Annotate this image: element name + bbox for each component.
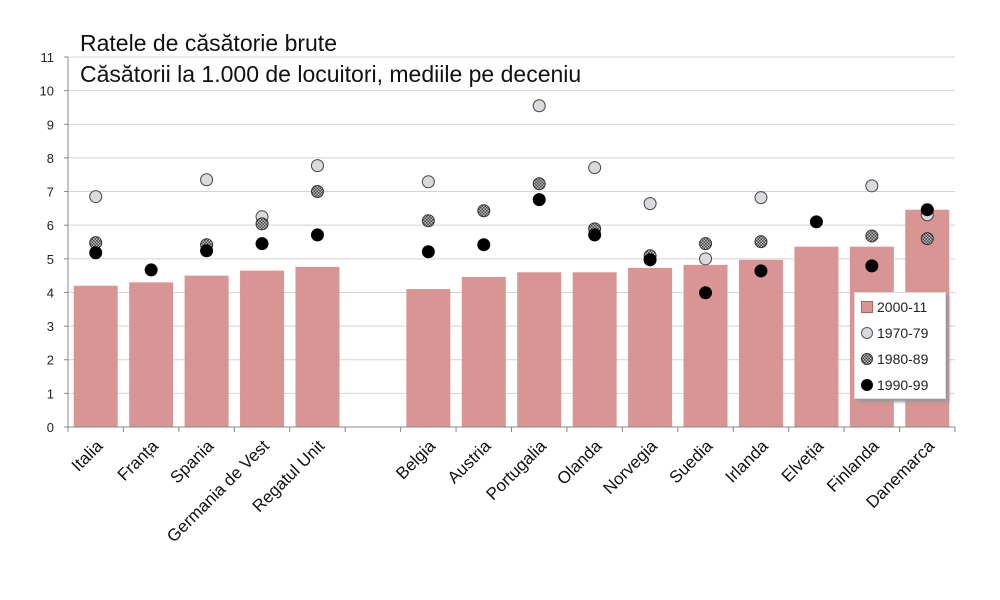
y-tick-label: 0 — [47, 420, 54, 435]
legend-label: 1970-79 — [877, 324, 929, 341]
point-1970-79 — [89, 190, 103, 204]
bar-swatch-icon — [861, 300, 873, 313]
point-1980-89 — [255, 217, 269, 231]
point-1970-79 — [588, 161, 602, 175]
bar-norvegia — [628, 267, 673, 427]
y-tick-label: 2 — [47, 353, 54, 368]
bar-austria — [461, 276, 506, 427]
y-tick-label: 3 — [47, 319, 54, 334]
bar-germania-de-vest — [240, 270, 285, 427]
x-tick-label: Belgia — [392, 436, 439, 483]
point-1970-79 — [754, 191, 768, 205]
point-1990-99 — [89, 246, 103, 260]
chart-title: Ratele de căsătorie brute — [80, 30, 337, 56]
legend: 2000-11 1970-79 1980-89 1990-99 — [854, 292, 946, 399]
point-1990-99 — [200, 244, 214, 258]
x-tick-label: Norvegia — [599, 436, 661, 498]
legend-item-1970-79: 1970-79 — [855, 320, 945, 345]
legend-item-1990-99: 1990-99 — [855, 372, 945, 397]
point-1980-89 — [421, 214, 435, 228]
point-1980-89 — [477, 204, 491, 218]
x-tick-label: Suedia — [665, 436, 716, 487]
bar-portugalia — [517, 272, 562, 427]
x-tick-label: Germania de Vest — [163, 436, 273, 546]
point-1990-99 — [699, 286, 713, 300]
point-1980-89 — [532, 177, 546, 191]
x-tick-label: Franța — [114, 436, 163, 485]
bar-italia — [73, 285, 118, 427]
legend-item-2000-11: 2000-11 — [855, 294, 945, 319]
point-1970-79 — [865, 179, 879, 193]
y-tick-label: 1 — [47, 386, 54, 401]
point-1990-99 — [588, 228, 602, 242]
point-1970-79 — [421, 175, 435, 189]
bar-spania — [184, 275, 229, 427]
point-1990-99 — [477, 238, 491, 252]
point-1970-79 — [643, 197, 657, 211]
point-1990-99 — [144, 263, 158, 277]
x-tick-label: Elveția — [778, 436, 828, 486]
x-tick-label: Irlanda — [722, 436, 773, 487]
black-dot-icon — [861, 378, 873, 391]
y-tick-label: 5 — [47, 252, 54, 267]
x-tick-label: Italia — [68, 436, 107, 475]
bar-franța — [129, 282, 174, 427]
point-1980-89 — [310, 185, 324, 199]
x-tick-label: Portugalia — [482, 436, 550, 504]
point-1980-89 — [920, 232, 934, 246]
bar-irlanda — [738, 259, 783, 427]
y-tick-label: 6 — [47, 218, 54, 233]
y-tick-label: 11 — [41, 50, 55, 65]
point-1970-79 — [200, 173, 214, 187]
point-1980-89 — [754, 235, 768, 249]
hatched-dot-icon — [861, 352, 873, 365]
point-1970-79 — [310, 159, 324, 173]
point-1980-89 — [699, 237, 713, 251]
y-tick-label: 4 — [47, 285, 54, 300]
x-tick-label: Austria — [444, 436, 495, 487]
x-tick-label: Olanda — [553, 436, 606, 489]
bar-belgia — [406, 289, 451, 427]
y-tick-label: 9 — [47, 117, 54, 132]
legend-label: 2000-11 — [877, 298, 928, 315]
bar-olanda — [572, 272, 617, 427]
point-1990-99 — [310, 228, 324, 242]
point-1980-89 — [865, 229, 879, 243]
legend-label: 1980-89 — [877, 350, 929, 367]
chart-subtitle: Căsătorii la 1.000 de locuitori, mediile… — [80, 61, 582, 87]
point-1990-99 — [532, 193, 546, 207]
legend-label: 1990-99 — [877, 376, 929, 393]
point-1990-99 — [421, 245, 435, 259]
y-tick-label: 10 — [40, 84, 54, 99]
bar-regatul-unit — [295, 266, 340, 427]
y-tick-label: 7 — [47, 185, 54, 200]
point-1970-79 — [699, 252, 713, 266]
point-1990-99 — [255, 237, 269, 251]
point-1990-99 — [865, 259, 879, 273]
legend-item-1980-89: 1980-89 — [855, 346, 945, 371]
point-1990-99 — [643, 253, 657, 267]
light-dot-icon — [861, 326, 873, 339]
point-1990-99 — [754, 264, 768, 278]
point-1990-99 — [809, 215, 823, 229]
bar-elveția — [794, 246, 839, 427]
point-1970-79 — [532, 99, 546, 113]
y-tick-label: 8 — [47, 151, 54, 166]
x-tick-label: Spania — [167, 436, 218, 487]
point-1990-99 — [920, 203, 934, 217]
